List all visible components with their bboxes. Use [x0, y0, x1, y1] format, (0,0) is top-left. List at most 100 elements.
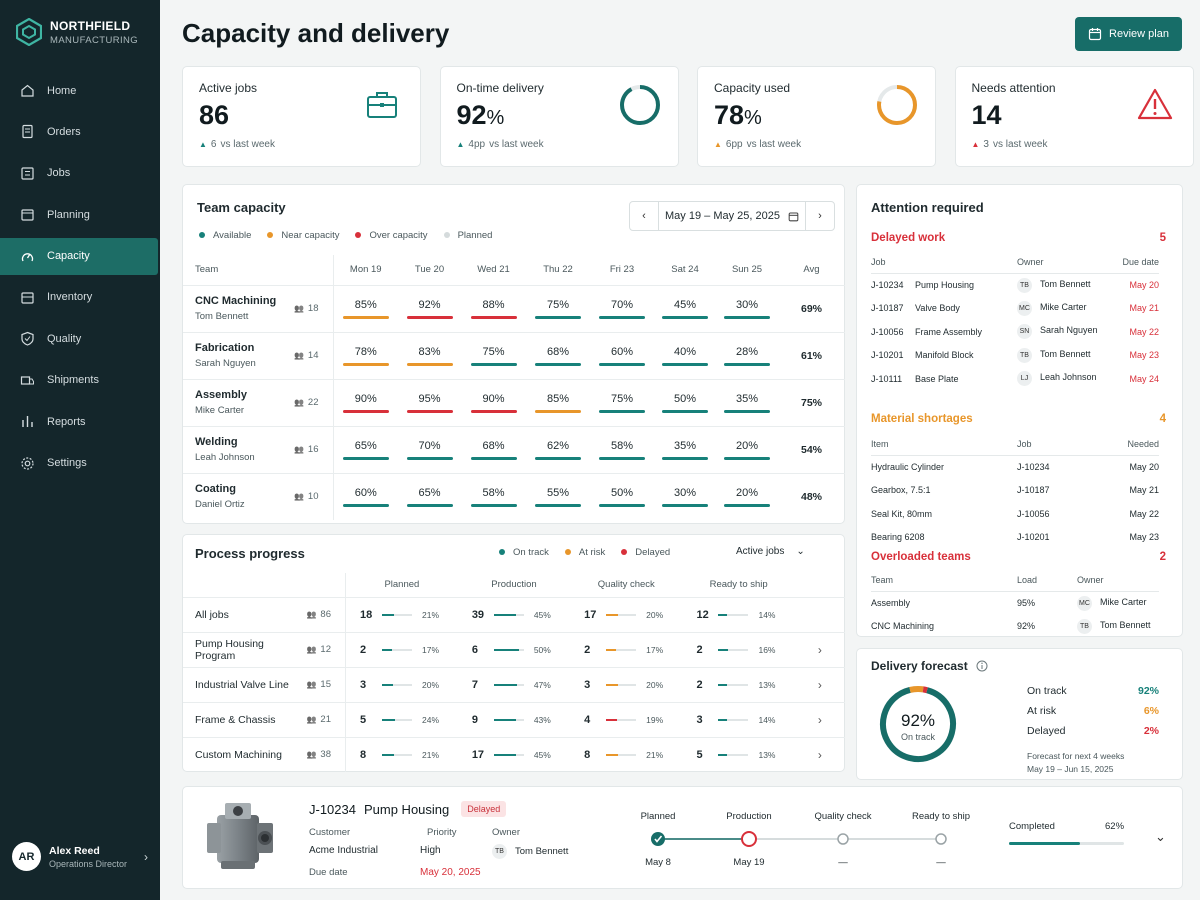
stage-cell: 3 20% [345, 666, 458, 702]
capacity-cell[interactable]: 35% [716, 378, 778, 426]
capacity-cell[interactable]: 90% [461, 378, 526, 426]
capacity-cell[interactable]: 92% [398, 284, 461, 332]
capacity-cell[interactable]: 50% [654, 378, 716, 426]
table-row[interactable]: Welding Leah Johnson 👥 16 65% 70% 68% 62% 58% 35%… [183, 425, 845, 473]
capacity-cell[interactable]: 78% [333, 331, 398, 379]
capacity-cell[interactable]: 75% [461, 331, 526, 379]
table-row[interactable]: J-10201 Manifold Block TB Tom Bennett May 23 [871, 344, 1159, 368]
kpi-delta-value: 6 [210, 139, 217, 150]
table-row[interactable]: J-10234 Pump Housing TB Tom Bennett May 20 [871, 273, 1159, 297]
capacity-cell[interactable]: 58% [590, 425, 654, 473]
table-row[interactable]: Fabrication Sarah Nguyen 👥 14 78% 83% 75% 68% 60… [183, 331, 845, 379]
sidebar-item-shipments[interactable]: Shipments [0, 362, 160, 399]
table-row[interactable]: Coating Daniel Ortiz 👥 10 60% 65% 58% 55% 50% 30%… [183, 472, 845, 520]
table-row[interactable]: Custom Machining 👥 38 8 21% 17 45% 8 21% 5 13% › [183, 736, 845, 772]
chevron-right-icon[interactable]: › [817, 642, 822, 657]
table-row[interactable]: All jobs 👥 86 18 21% 39 45% 17 20% 12 14% [183, 596, 845, 632]
capacity-cell[interactable]: 62% [526, 425, 590, 473]
date-range-picker[interactable]: ‹ May 19 – May 25, 2025 › [629, 201, 835, 231]
capacity-cell[interactable]: 85% [526, 378, 590, 426]
forecast-center-label: On track [900, 732, 935, 742]
capacity-cell[interactable]: 40% [654, 331, 716, 379]
table-row[interactable]: CNC Machining Tom Bennett 👥 18 85% 92% 88% 75% 7… [183, 284, 845, 332]
legend-dot [443, 232, 450, 239]
table-row[interactable]: Assembly 95% MC Mike Carter [871, 591, 1159, 615]
capacity-cell[interactable]: 70% [590, 284, 654, 332]
review-plan-button[interactable]: Review plan [1075, 17, 1182, 51]
sidebar-item-quality[interactable]: Quality [0, 320, 160, 357]
legend-dot [564, 549, 571, 556]
sidebar-item-planning[interactable]: Planning [0, 196, 160, 233]
table-row[interactable]: J-10187 Valve Body MC Mike Carter May 21 [871, 297, 1159, 321]
capacity-cell[interactable]: 68% [526, 331, 590, 379]
capacity-cell[interactable]: 83% [398, 331, 461, 379]
capacity-cell[interactable]: 28% [716, 331, 778, 379]
capacity-cell[interactable]: 55% [526, 472, 590, 520]
capacity-cell[interactable]: 88% [461, 284, 526, 332]
capacity-cell[interactable]: 95% [398, 378, 461, 426]
chevron-right-icon[interactable]: › [144, 850, 148, 864]
table-row[interactable]: Pump Housing Program 👥 12 2 17% 6 50% 2 17% 2 16% › [183, 631, 845, 667]
table-row[interactable]: Seal Kit, 80mm J-10056 May 22 [871, 502, 1159, 526]
date-range-field[interactable]: May 19 – May 25, 2025 [658, 202, 806, 230]
capacity-cell[interactable]: 30% [654, 472, 716, 520]
info-icon[interactable] [976, 660, 988, 672]
stage-count: 3 [696, 713, 703, 726]
capacity-cell[interactable]: 35% [654, 425, 716, 473]
capacity-cell[interactable]: 30% [716, 284, 778, 332]
capacity-cell[interactable]: 75% [526, 284, 590, 332]
row-chevron-cell: › [794, 631, 845, 667]
capacity-cell[interactable]: 65% [398, 472, 461, 520]
table-row[interactable]: Hydraulic Cylinder J-10234 May 20 [871, 455, 1159, 479]
sidebar-item-settings[interactable]: Settings [0, 445, 160, 482]
capacity-cell[interactable]: 90% [333, 378, 398, 426]
capacity-cell[interactable]: 70% [398, 425, 461, 473]
capacity-cell[interactable]: 75% [590, 378, 654, 426]
stage-bar-fill [381, 683, 394, 686]
sidebar-item-capacity[interactable]: Capacity [0, 237, 158, 275]
attention-title: Attention required [871, 200, 984, 215]
table-row[interactable]: CNC Machining 92% TB Tom Bennett [871, 615, 1159, 639]
stage-bar-fill [606, 683, 618, 686]
stage-cell: 17 45% [457, 736, 571, 772]
active-jobs-filter[interactable]: Active jobs ⌄ [736, 546, 805, 557]
prev-week-button[interactable]: ‹ [642, 210, 646, 222]
chevron-right-icon[interactable]: › [817, 712, 822, 727]
table-row[interactable]: Assembly Mike Carter 👥 22 90% 95% 90% 85% 75% 50%… [183, 378, 845, 426]
user-profile[interactable]: AR Alex Reed Operations Director › [12, 842, 152, 871]
needed-date: May 23 [1129, 532, 1159, 543]
capacity-cell[interactable]: 20% [716, 425, 778, 473]
process-name-cell: Pump Housing Program 👥 12 [183, 631, 346, 667]
capacity-cell[interactable]: 60% [333, 472, 398, 520]
capacity-cell[interactable]: 20% [716, 472, 778, 520]
table-row[interactable]: J-10111 Base Plate LJ Leah Johnson May 24 [871, 367, 1159, 391]
capacity-cell[interactable]: 45% [654, 284, 716, 332]
sidebar-item-inventory[interactable]: Inventory [0, 279, 160, 316]
stage-bar [606, 718, 637, 721]
table-row[interactable]: Industrial Valve Line 👥 15 3 20% 7 47% 3 20% 2 13%… [183, 666, 845, 702]
sidebar-item-jobs[interactable]: Jobs [0, 155, 160, 192]
capacity-cell[interactable]: 50% [590, 472, 654, 520]
chevron-down-icon[interactable]: ⌄ [1155, 829, 1166, 844]
team-info: Fabrication Sarah Nguyen 👥 14 [195, 342, 333, 369]
table-row[interactable]: J-10056 Frame Assembly SN Sarah Nguyen May 2… [871, 320, 1159, 344]
capacity-cell[interactable]: 85% [333, 284, 398, 332]
capacity-cell[interactable]: 68% [461, 425, 526, 473]
capacity-cell[interactable]: 65% [333, 425, 398, 473]
table-row[interactable]: Bearing 6208 J-10201 May 23 [871, 526, 1159, 550]
kpi-number: 78 [714, 100, 745, 130]
job-name: Pump Housing [915, 280, 975, 290]
kpi-delta-text: vs last week [992, 139, 1048, 150]
chevron-right-icon[interactable]: › [817, 677, 822, 692]
chevron-right-icon[interactable]: › [817, 747, 822, 762]
table-row[interactable]: Gearbox, 7.5:1 J-10187 May 21 [871, 479, 1159, 503]
next-week-button[interactable]: › [818, 210, 822, 222]
capacity-cell[interactable]: 60% [590, 331, 654, 379]
capacity-cell[interactable]: 58% [461, 472, 526, 520]
column-header: Tue 20 [414, 264, 445, 276]
table-row[interactable]: Frame & Chassis 👥 21 5 24% 9 43% 4 19% 3 14% › [183, 701, 845, 737]
sidebar-item-reports[interactable]: Reports [0, 403, 160, 440]
sidebar-item-home[interactable]: Home [0, 72, 160, 109]
sidebar-item-orders[interactable]: Orders [0, 113, 160, 150]
process-name-cell: Industrial Valve Line 👥 15 [183, 666, 346, 702]
